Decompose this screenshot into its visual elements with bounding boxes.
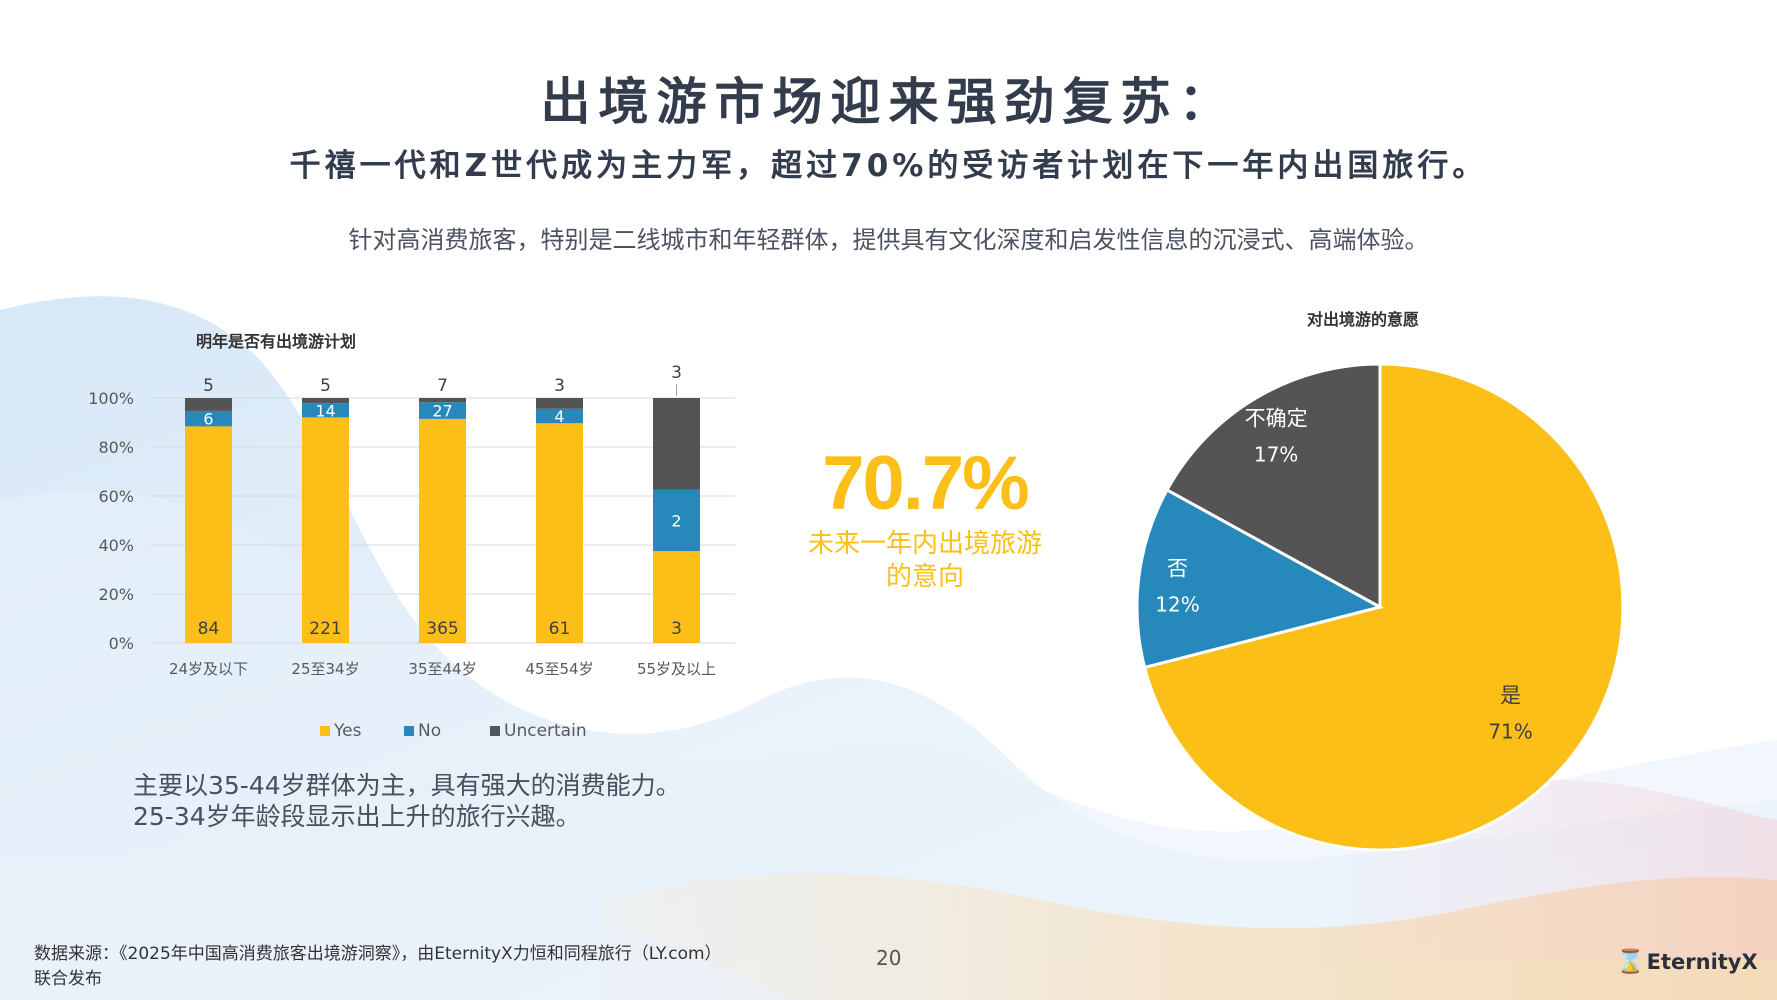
pie-slice-label: 否 xyxy=(1167,556,1188,580)
bar-segment xyxy=(653,398,700,490)
bar-segment xyxy=(302,403,349,418)
data-label: 14 xyxy=(315,401,335,420)
legend-label: No xyxy=(418,721,441,741)
bar-segment xyxy=(185,426,232,643)
bar-segment xyxy=(302,398,349,404)
highlight-caption-line-1: 未来一年内出境旅游 xyxy=(807,529,1042,559)
pie-slice-value: 17% xyxy=(1254,442,1298,466)
y-tick-label: 60% xyxy=(98,487,134,506)
data-label: 3 xyxy=(671,363,682,383)
brand-logo: ⌛EternityX xyxy=(1616,948,1758,975)
bar-chart: 0% 20% 40% 60% 80% 100% 84 6 5 24岁及以下 221 14 5 25至34岁… xyxy=(88,363,735,741)
data-source-line-1: 数据来源：《2025年中国高消费旅客出境游洞察》，由EternityX力恒和同程… xyxy=(34,944,722,964)
pie-slice-value: 71% xyxy=(1488,719,1532,743)
bar-segment xyxy=(185,398,232,411)
bar-segment xyxy=(419,418,466,643)
data-label: 5 xyxy=(203,376,214,396)
pie-slice xyxy=(1135,487,1385,670)
bar-segment xyxy=(653,551,700,643)
data-label: 4 xyxy=(554,407,564,426)
bar-segment xyxy=(653,489,700,552)
page-subtitle: 千禧一代和Z世代成为主力军，超过70%的受访者计划在下一年内出国旅行。 xyxy=(289,148,1488,184)
y-tick-label: 100% xyxy=(88,389,134,408)
data-label: 6 xyxy=(203,410,213,429)
y-tick-label: 40% xyxy=(98,536,134,555)
pie-slice-value: 12% xyxy=(1155,592,1199,616)
legend-swatch xyxy=(404,726,414,736)
pie-chart-title: 对出境游的意愿 xyxy=(1307,310,1420,329)
data-source: 数据来源：《2025年中国高消费旅客出境游洞察》，由EternityX力恒和同程… xyxy=(34,942,722,992)
insight-note-line-2: 25-34岁年龄段显示出上升的旅行兴趣。 xyxy=(133,802,581,831)
insight-note-line-1: 主要以35-44岁群体为主，具有强大的消费能力。 xyxy=(133,771,681,800)
data-label: 2 xyxy=(671,512,681,531)
pie-slice xyxy=(1142,362,1625,852)
bar-segment xyxy=(536,398,583,409)
bar-chart-title: 明年是否有出境游计划 xyxy=(196,332,357,351)
bar-segment xyxy=(419,398,466,403)
legend-label: Yes xyxy=(333,721,362,741)
x-tick-label: 55岁及以上 xyxy=(637,660,716,678)
y-tick-label: 0% xyxy=(109,634,134,653)
bar-segment xyxy=(185,410,232,427)
data-label: 365 xyxy=(426,619,458,639)
y-tick-label: 80% xyxy=(98,438,134,457)
legend-swatch xyxy=(490,726,500,736)
bar-segment xyxy=(536,408,583,424)
brand-logo-text: EternityX xyxy=(1646,950,1758,974)
pie-chart: 是 71% 否 12% 不确定 17% xyxy=(1135,362,1625,852)
pie-slice-label: 不确定 xyxy=(1245,406,1308,430)
bar-segment xyxy=(536,423,583,643)
highlight-caption: 未来一年内出境旅游 的意向 xyxy=(780,528,1070,594)
data-label: 7 xyxy=(437,376,448,396)
bar-segment xyxy=(302,417,349,643)
data-label: 3 xyxy=(554,376,565,396)
data-label: 61 xyxy=(549,619,571,639)
insight-note: 主要以35-44岁群体为主，具有强大的消费能力。 25-34岁年龄段显示出上升的… xyxy=(133,770,681,832)
highlight-caption-line-2: 的意向 xyxy=(885,562,964,592)
data-label: 84 xyxy=(198,619,220,639)
bar-segment xyxy=(419,402,466,419)
legend-swatch xyxy=(320,726,330,736)
data-label: 27 xyxy=(432,402,452,421)
pie-slice-label: 是 xyxy=(1500,683,1521,707)
data-label: 221 xyxy=(309,619,341,639)
y-tick-label: 20% xyxy=(98,585,134,604)
eternityx-logo-icon: ⌛ xyxy=(1616,949,1645,975)
page-title: 出境游市场迎来强劲复苏： xyxy=(540,73,1237,131)
page-number: 20 xyxy=(876,946,902,970)
x-tick-label: 25至34岁 xyxy=(291,660,359,678)
x-tick-label: 45至54岁 xyxy=(525,660,593,678)
page-tagline: 针对高消费旅客，特别是二线城市和年轻群体，提供具有文化深度和启发性信息的沉浸式、… xyxy=(348,226,1429,254)
x-tick-label: 35至44岁 xyxy=(408,660,476,678)
data-label: 5 xyxy=(320,376,331,396)
data-label: 3 xyxy=(671,619,682,639)
x-tick-label: 24岁及以下 xyxy=(169,660,248,678)
pie-slice xyxy=(1165,362,1382,610)
legend-label: Uncertain xyxy=(504,721,587,741)
data-source-line-2: 联合发布 xyxy=(34,969,102,989)
highlight-percentage: 70.7% xyxy=(822,441,1030,526)
